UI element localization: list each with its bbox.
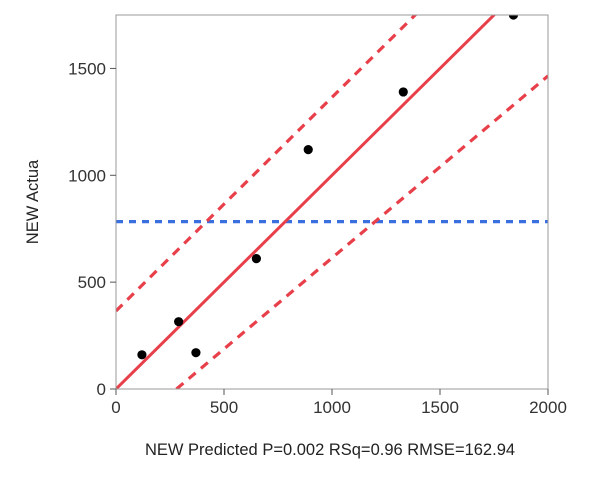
x-tick-label: 1000 bbox=[313, 398, 351, 417]
plot-content bbox=[116, 15, 548, 389]
x-tick-label: 1500 bbox=[421, 398, 459, 417]
data-point bbox=[137, 350, 147, 360]
y-tick-label: 1500 bbox=[68, 59, 106, 78]
y-tick-label: 500 bbox=[78, 273, 106, 292]
confidence-lower-line bbox=[175, 74, 548, 389]
data-point bbox=[508, 15, 519, 20]
y-tick-label: 1000 bbox=[68, 166, 106, 185]
fit-line bbox=[116, 15, 497, 389]
confidence-upper-line bbox=[116, 15, 418, 313]
y-axis-label: NEW Actua bbox=[24, 159, 42, 244]
y-tick-label: 0 bbox=[97, 380, 106, 399]
x-tick-label: 0 bbox=[111, 398, 120, 417]
data-point bbox=[398, 87, 408, 97]
data-point bbox=[303, 145, 313, 155]
x-tick-label: 500 bbox=[210, 398, 238, 417]
plot-area bbox=[116, 15, 548, 389]
x-tick-label: 2000 bbox=[529, 398, 567, 417]
data-point bbox=[174, 317, 184, 327]
data-point bbox=[251, 254, 261, 264]
data-point bbox=[191, 348, 201, 358]
x-axis-label: NEW Predicted P=0.002 RSq=0.96 RMSE=162.… bbox=[145, 441, 515, 459]
